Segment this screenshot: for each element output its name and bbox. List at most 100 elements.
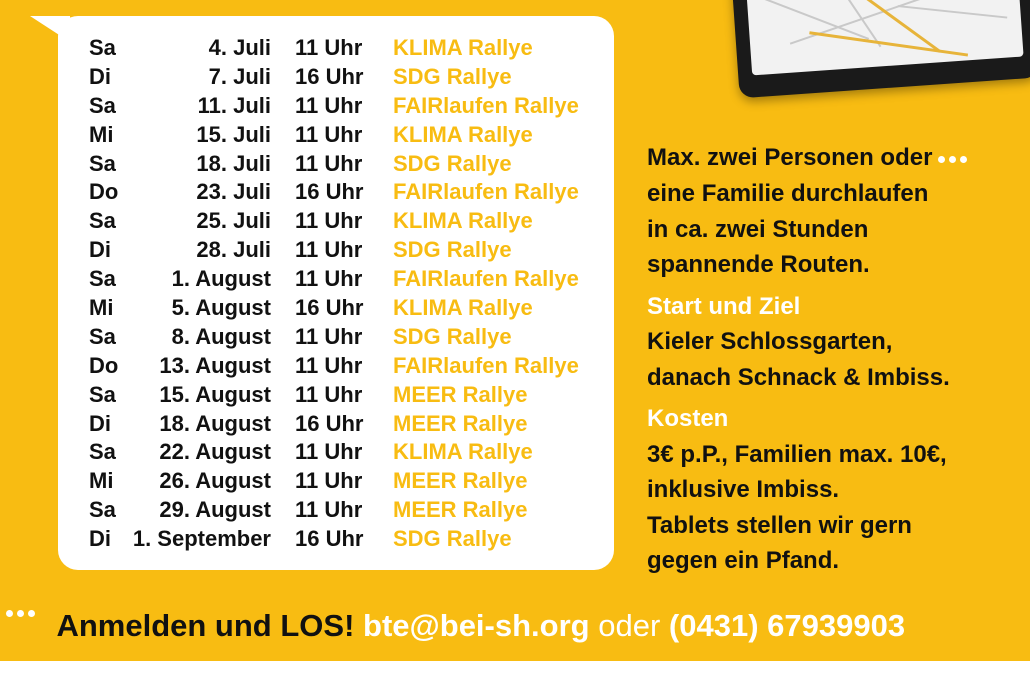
- row-event: FAIRlaufen Rallye: [393, 352, 579, 378]
- schedule-row: Sa 25. Juli 11 Uhr KLIMA Rallye: [89, 207, 609, 236]
- intro-line: spannende Routen.: [647, 251, 870, 279]
- schedule-row: Do 23. Juli 16 Uhr FAIRlaufen Rallye: [89, 178, 609, 207]
- schedule-list: Sa 4. Juli 11 Uhr KLIMA Rallye Di 7. Juli 16 …: [89, 34, 609, 554]
- row-day: Do: [89, 352, 119, 378]
- row-date: 29. August: [159, 497, 271, 523]
- cta-connector: oder: [598, 608, 661, 643]
- row-event: FAIRlaufen Rallye: [393, 92, 579, 118]
- row-time: 11 Uhr: [295, 208, 363, 234]
- cta-line: Anmelden und LOS! bte@bei-sh.org oder (0…: [6, 600, 905, 652]
- row-day: Di: [89, 526, 111, 552]
- cost-line: 3€ p.P., Familien max. 10€,: [647, 440, 947, 468]
- schedule-row: Do 13. August 11 Uhr FAIRlaufen Rallye: [89, 352, 609, 381]
- row-event: SDG Rallye: [393, 150, 512, 176]
- cta-label: Anmelden und LOS!: [56, 608, 355, 643]
- row-time: 11 Uhr: [295, 237, 363, 263]
- row-date: 28. Juli: [196, 237, 271, 263]
- row-day: Mi: [89, 468, 114, 494]
- schedule-row: Di 18. August 16 Uhr MEER Rallye: [89, 410, 609, 439]
- row-event: FAIRlaufen Rallye: [393, 266, 579, 292]
- schedule-row: Sa 18. Juli 11 Uhr SDG Rallye: [89, 150, 609, 179]
- row-day: Sa: [89, 497, 116, 523]
- schedule-row: Di 28. Juli 11 Uhr SDG Rallye: [89, 236, 609, 265]
- row-day: Di: [89, 410, 111, 436]
- schedule-row: Di 7. Juli 16 Uhr SDG Rallye: [89, 63, 609, 92]
- row-date: 11. Juli: [197, 92, 271, 118]
- row-date: 22. August: [159, 439, 271, 465]
- row-event: SDG Rallye: [393, 323, 512, 349]
- row-event: KLIMA Rallye: [393, 35, 533, 60]
- row-time: 11 Uhr: [295, 266, 363, 292]
- row-time: 16 Uhr: [295, 179, 364, 205]
- row-date: 1. September: [132, 526, 271, 552]
- row-date: 13. August: [159, 352, 271, 378]
- schedule-row: Mi 15. Juli 11 Uhr KLIMA Rallye: [89, 121, 609, 150]
- schedule-row: Di 1. September 16 Uhr SDG Rallye: [89, 525, 609, 554]
- row-date: 5. August: [171, 295, 271, 321]
- row-time: 11 Uhr: [295, 468, 363, 494]
- row-day: Sa: [89, 208, 116, 234]
- map-screen: [745, 0, 1024, 76]
- intro-line: in ca. zwei Stunden: [647, 215, 869, 243]
- schedule-row: Sa 11. Juli 11 Uhr FAIRlaufen Rallye: [89, 92, 609, 121]
- row-day: Do: [89, 179, 119, 205]
- start-heading: Start und Ziel: [647, 292, 801, 320]
- row-day: Mi: [89, 121, 114, 147]
- start-line: Kieler Schlossgarten,: [647, 328, 893, 356]
- bottom-strip: [0, 661, 1030, 673]
- row-time: 11 Uhr: [295, 352, 363, 378]
- intro-line: Max. zwei Personen oder: [647, 140, 1027, 176]
- row-time: 11 Uhr: [295, 439, 363, 465]
- schedule-row: Sa 8. August 11 Uhr SDG Rallye: [89, 323, 609, 352]
- row-time: 16 Uhr: [295, 295, 364, 321]
- row-day: Sa: [89, 266, 116, 292]
- row-event: KLIMA Rallye: [393, 208, 533, 234]
- row-day: Mi: [89, 295, 114, 321]
- schedule-row: Sa 29. August 11 Uhr MEER Rallye: [89, 496, 609, 525]
- row-event: SDG Rallye: [393, 63, 512, 89]
- schedule-row: Sa 22. August 11 Uhr KLIMA Rallye: [89, 438, 609, 467]
- row-event: KLIMA Rallye: [393, 121, 533, 147]
- row-date: 26. August: [159, 468, 271, 494]
- row-time: 16 Uhr: [295, 410, 364, 436]
- cost-line: Tablets stellen wir gern: [647, 511, 912, 539]
- start-line: danach Schnack & Imbiss.: [647, 363, 950, 391]
- row-time: 16 Uhr: [295, 63, 364, 89]
- row-time: 11 Uhr: [295, 323, 363, 349]
- row-time: 11 Uhr: [295, 497, 363, 523]
- row-event: SDG Rallye: [393, 237, 512, 263]
- row-time: 11 Uhr: [295, 35, 363, 60]
- row-event: MEER Rallye: [393, 468, 528, 494]
- row-event: FAIRlaufen Rallye: [393, 179, 579, 205]
- row-event: MEER Rallye: [393, 497, 528, 523]
- row-event: KLIMA Rallye: [393, 439, 533, 465]
- row-date: 15. August: [159, 381, 271, 407]
- row-day: Sa: [89, 35, 116, 60]
- schedule-row: Sa 4. Juli 11 Uhr KLIMA Rallye: [89, 34, 609, 63]
- row-day: Sa: [89, 323, 116, 349]
- row-date: 4. Juli: [208, 35, 271, 60]
- row-date: 23. Juli: [196, 179, 271, 205]
- row-day: Sa: [89, 150, 116, 176]
- schedule-row: Mi 26. August 11 Uhr MEER Rallye: [89, 467, 609, 496]
- cost-line: inklusive Imbiss.: [647, 476, 840, 504]
- row-date: 25. Juli: [196, 208, 271, 234]
- intro-line: eine Familie durchlaufen: [647, 180, 929, 208]
- schedule-row: Mi 5. August 16 Uhr KLIMA Rallye: [89, 294, 609, 323]
- row-event: MEER Rallye: [393, 410, 528, 436]
- row-day: Di: [89, 237, 111, 263]
- row-event: KLIMA Rallye: [393, 295, 533, 321]
- row-time: 11 Uhr: [295, 381, 363, 407]
- row-event: SDG Rallye: [393, 526, 512, 552]
- row-date: 1. August: [171, 266, 271, 292]
- row-day: Di: [89, 63, 111, 89]
- phone-link[interactable]: (0431) 67939903: [668, 608, 906, 643]
- row-date: 18. August: [159, 410, 271, 436]
- row-event: MEER Rallye: [393, 381, 528, 407]
- cost-line: gegen ein Pfand.: [647, 547, 840, 575]
- row-time: 11 Uhr: [295, 92, 363, 118]
- row-time: 11 Uhr: [295, 121, 363, 147]
- schedule-row: Sa 15. August 11 Uhr MEER Rallye: [89, 381, 609, 410]
- email-link[interactable]: bte@bei-sh.org: [363, 608, 590, 643]
- schedule-bubble: [58, 16, 614, 570]
